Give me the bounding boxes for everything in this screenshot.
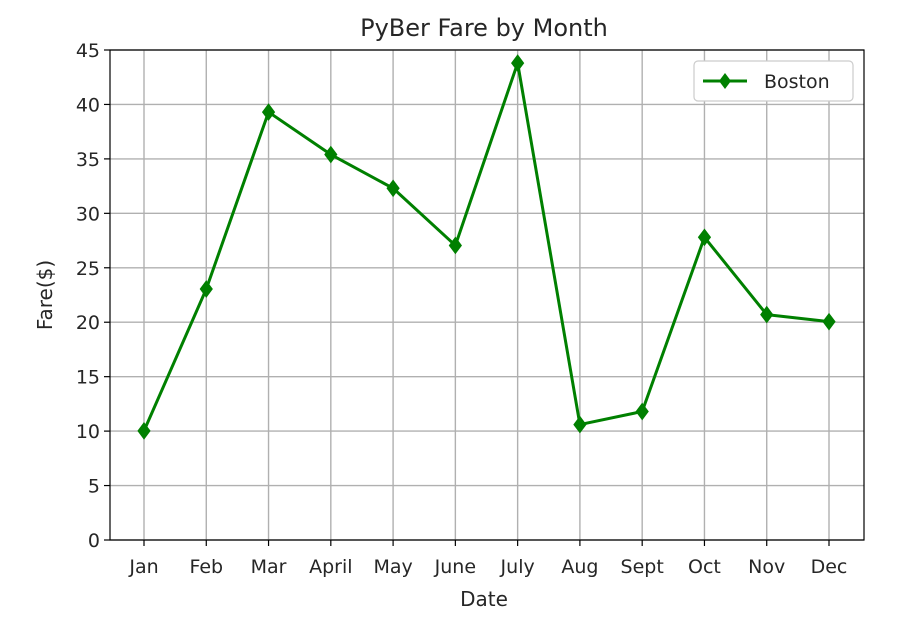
x-tick-label: June [434, 556, 476, 578]
x-tick-label: April [309, 556, 352, 578]
series-line-boston [142, 61, 830, 432]
x-tick-label: Jan [128, 556, 158, 578]
data-point-marker [386, 179, 400, 198]
data-point-marker [511, 54, 525, 72]
series-layer [137, 54, 836, 440]
y-tick-label: 30 [76, 203, 100, 225]
x-tick-label: Feb [189, 556, 223, 578]
data-point-marker [199, 280, 213, 298]
x-tick-label: May [373, 556, 412, 578]
data-point-marker [573, 415, 587, 434]
chart-title: PyBer Fare by Month [360, 14, 608, 42]
x-axis-ticks: Jan Feb Mar April May June July Aug Sept Oct Nov De… [128, 540, 847, 578]
data-point-marker [822, 312, 836, 331]
y-tick-label: 40 [76, 94, 100, 116]
data-point-marker [448, 236, 462, 255]
y-tick-label: 20 [76, 312, 100, 334]
y-axis-label: Fare($) [33, 260, 57, 330]
y-tick-label: 10 [76, 421, 100, 443]
y-tick-label: 0 [88, 530, 100, 552]
x-tick-label: July [500, 556, 535, 578]
y-axis-ticks: 0 5 10 15 20 25 30 35 40 45 [76, 40, 110, 552]
x-tick-label: Nov [748, 556, 785, 578]
data-point-marker [261, 103, 276, 121]
data-point-marker [635, 402, 649, 421]
plot-area-frame [109, 49, 865, 541]
y-tick-label: 35 [76, 149, 100, 171]
x-axis-label: Date [460, 587, 508, 611]
y-tick-label: 15 [76, 367, 100, 389]
y-tick-label: 25 [76, 258, 100, 280]
x-tick-label: Sept [621, 556, 664, 578]
x-tick-label: Dec [811, 556, 848, 578]
data-point-marker [697, 228, 712, 247]
legend-marker-sample [719, 73, 731, 89]
data-point-marker [760, 305, 774, 324]
x-tick-label: Oct [688, 556, 721, 578]
y-tick-label: 5 [88, 476, 100, 498]
x-tick-label: Aug [561, 556, 598, 578]
legend-box [693, 60, 854, 102]
data-point-marker [324, 145, 338, 164]
legend: Boston [693, 60, 854, 102]
legend-label-boston: Boston [764, 71, 830, 93]
y-tick-label: 45 [76, 40, 100, 62]
x-tick-label: Mar [251, 556, 287, 578]
data-point-marker [137, 422, 151, 440]
